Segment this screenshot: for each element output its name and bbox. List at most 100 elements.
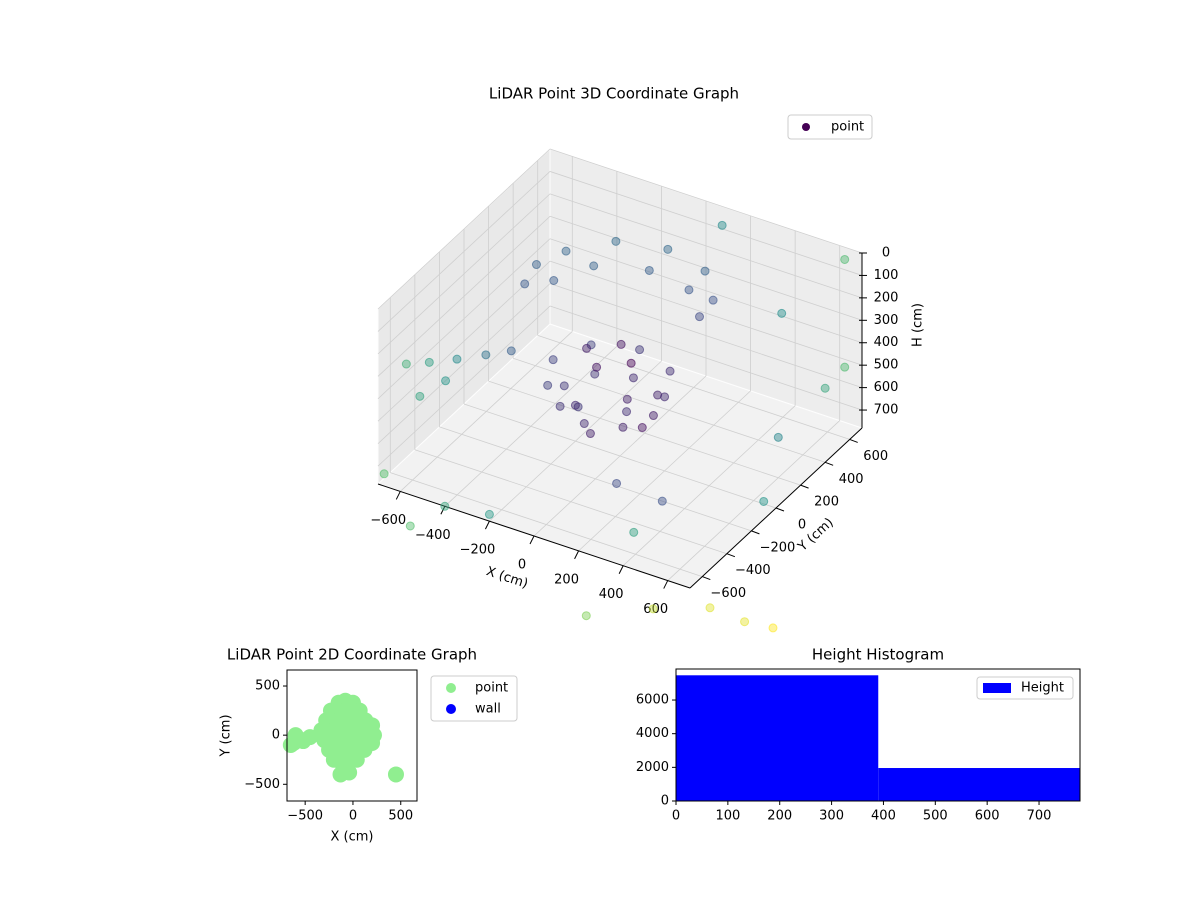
- y-tick: [824, 461, 834, 466]
- chart-title: LiDAR Point 3D Coordinate Graph: [489, 85, 739, 103]
- grid-line: [414, 449, 727, 555]
- point: [424, 357, 434, 367]
- point: [616, 339, 626, 349]
- x-tick: [618, 565, 624, 574]
- point: [648, 604, 658, 614]
- grid-line: [390, 472, 703, 577]
- x-tick-label: −600: [370, 513, 406, 528]
- x-tick-label: −400: [415, 528, 451, 543]
- legend-box: [787, 114, 873, 140]
- y-tick-label: 2000: [636, 760, 669, 775]
- legend-marker: [983, 683, 1011, 693]
- y-tick-label: 500: [255, 679, 280, 694]
- legend-label: point: [831, 120, 864, 135]
- grid-line: [549, 193, 863, 299]
- axes-frame: [675, 668, 1081, 802]
- y-tick-label: −500: [244, 777, 280, 792]
- x-tick-label: 200: [767, 809, 792, 824]
- point: [622, 407, 632, 417]
- grid-line: [377, 193, 551, 355]
- x-tick-label: 400: [599, 587, 624, 602]
- grid-line: [537, 335, 850, 440]
- y-axis-line: [689, 427, 863, 589]
- legend-marker: [802, 123, 810, 131]
- grid-line: [488, 380, 801, 486]
- x-tick-label: 700: [1027, 809, 1052, 824]
- grid-line: [377, 305, 551, 467]
- point: [695, 312, 705, 322]
- grid-line: [377, 148, 551, 310]
- x-tick-label: 600: [975, 809, 1000, 824]
- point: [520, 279, 530, 289]
- point: [585, 429, 595, 439]
- z-tick-label: 100: [874, 268, 899, 283]
- point: [635, 345, 645, 355]
- point: [401, 359, 411, 369]
- grid-line: [513, 357, 826, 463]
- x-tick-label: 600: [643, 602, 668, 617]
- point: [549, 276, 559, 286]
- plot-3d: −600−400−2000200400600−600−400−200020040…: [370, 147, 899, 633]
- point: [663, 244, 673, 254]
- x-axis-line: [377, 483, 691, 589]
- grid-line: [549, 260, 863, 366]
- point: [612, 478, 622, 488]
- point: [506, 346, 516, 356]
- point: [592, 362, 602, 372]
- z-tick-label: 700: [874, 403, 899, 418]
- point: [684, 285, 694, 295]
- x-tick-label: −500: [287, 809, 323, 824]
- point: [440, 501, 450, 511]
- y-tick-label: 0: [661, 794, 669, 809]
- y-tick: [726, 553, 736, 558]
- x-tick-label: −200: [460, 543, 496, 558]
- grid-line: [549, 215, 863, 321]
- y-tick: [849, 438, 858, 443]
- y-tick: [800, 484, 809, 489]
- x-tick: [663, 580, 669, 589]
- point: [759, 496, 769, 506]
- point: [660, 392, 670, 402]
- point: [773, 432, 783, 442]
- legend-marker: [446, 704, 456, 714]
- point: [559, 381, 569, 391]
- x-tick: [574, 550, 580, 560]
- point: [740, 617, 750, 627]
- point: [570, 400, 580, 410]
- legend-label: wall: [475, 702, 501, 717]
- x-tick: [395, 491, 401, 500]
- y-tick: [702, 576, 711, 581]
- point: [341, 764, 358, 781]
- grid-line: [549, 148, 863, 254]
- chart-title: Height Histogram: [812, 646, 944, 664]
- point: [441, 376, 451, 386]
- bar: [878, 768, 1080, 801]
- z-tick-label: 300: [874, 313, 899, 328]
- point: [653, 390, 663, 400]
- point: [820, 383, 830, 393]
- x-tick-label: 0: [672, 809, 680, 824]
- grid-line: [549, 305, 863, 411]
- point: [579, 419, 589, 429]
- point: [481, 350, 491, 360]
- y-tick: [775, 507, 785, 512]
- grid-line: [549, 283, 863, 388]
- point: [622, 394, 632, 404]
- y-tick-label: 0: [798, 518, 806, 533]
- y-tick-label: 400: [839, 472, 864, 487]
- z-axis-label: H (cm): [911, 303, 926, 347]
- point: [548, 355, 558, 365]
- point: [628, 373, 638, 383]
- y-tick-label: 6000: [636, 693, 669, 708]
- z-tick-label: 400: [874, 335, 899, 350]
- point: [452, 354, 462, 364]
- grid-line: [463, 403, 777, 509]
- point: [531, 260, 541, 270]
- point: [348, 751, 365, 768]
- point: [768, 623, 778, 633]
- point: [405, 521, 415, 531]
- z-tick-label: 200: [874, 290, 899, 305]
- point: [415, 391, 425, 401]
- grid-line: [377, 283, 551, 444]
